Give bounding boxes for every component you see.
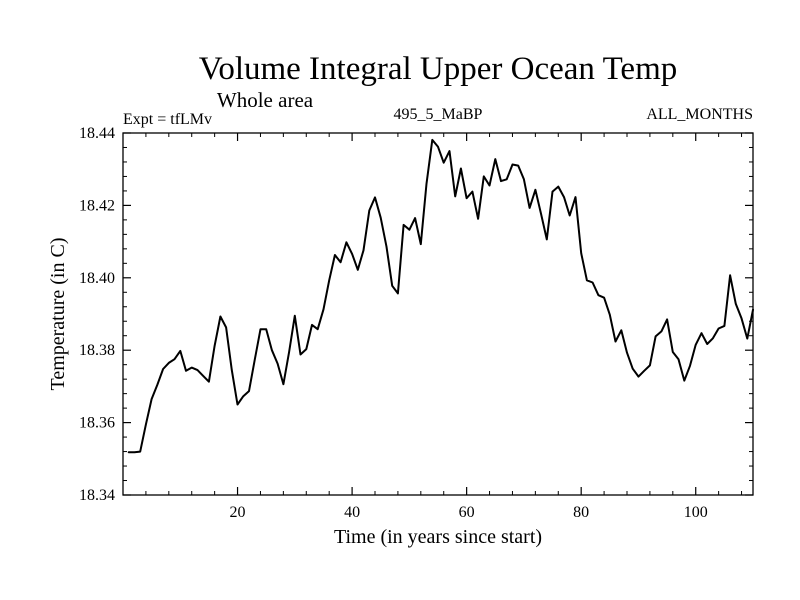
axis-ticks <box>123 132 753 496</box>
chart-title: Volume Integral Upper Ocean Temp <box>199 51 677 87</box>
y-tick-label: 18.44 <box>79 125 115 142</box>
x-tick-label: 100 <box>684 504 708 521</box>
x-tick-label: 80 <box>573 504 589 521</box>
y-tick-label: 18.40 <box>79 270 115 287</box>
plot-frame <box>122 132 754 496</box>
tick-labels: 20 40 60 80 100 18.34 18.36 18.38 18.40 18.42 18.4… <box>79 125 708 521</box>
months-label: ALL_MONTHS <box>646 106 753 123</box>
experiment-label: Expt = tfLMv <box>123 111 212 128</box>
y-axis-label: Temperature (in C) <box>47 238 69 391</box>
center-label: 495_5_MaBP <box>394 106 483 123</box>
x-tick-label: 20 <box>230 504 246 521</box>
x-tick-label: 40 <box>344 504 360 521</box>
y-tick-label: 18.36 <box>79 415 115 432</box>
x-tick-label: 60 <box>459 504 475 521</box>
y-tick-label: 18.42 <box>79 197 115 214</box>
y-tick-label: 18.34 <box>79 487 115 504</box>
y-tick-label: 18.38 <box>79 342 115 359</box>
x-axis-label: Time (in years since start) <box>334 526 542 548</box>
series-line <box>127 138 754 454</box>
chart-subtitle: Whole area <box>217 88 314 112</box>
